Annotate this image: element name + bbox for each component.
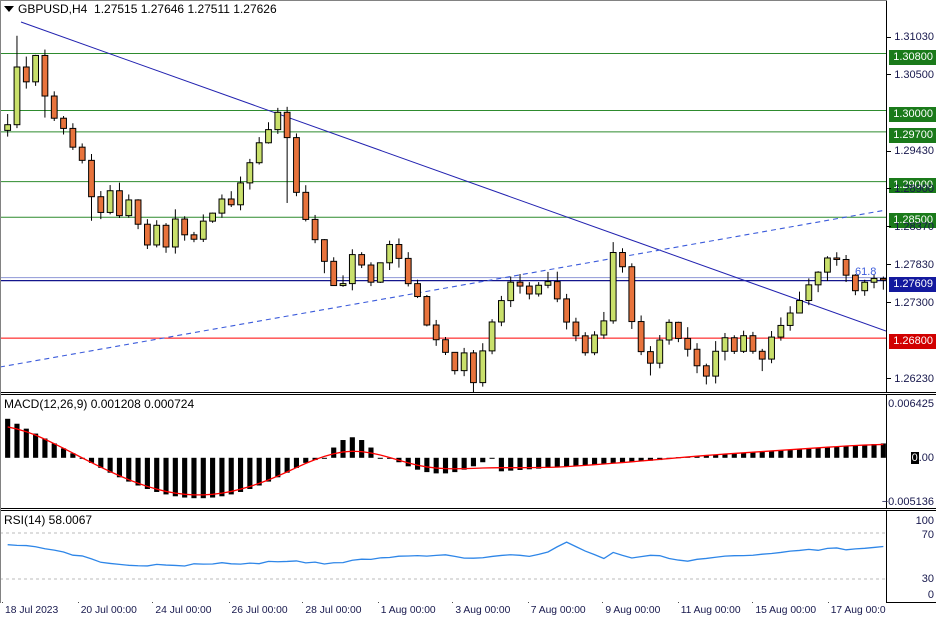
svg-text:61.8: 61.8 xyxy=(855,266,876,278)
